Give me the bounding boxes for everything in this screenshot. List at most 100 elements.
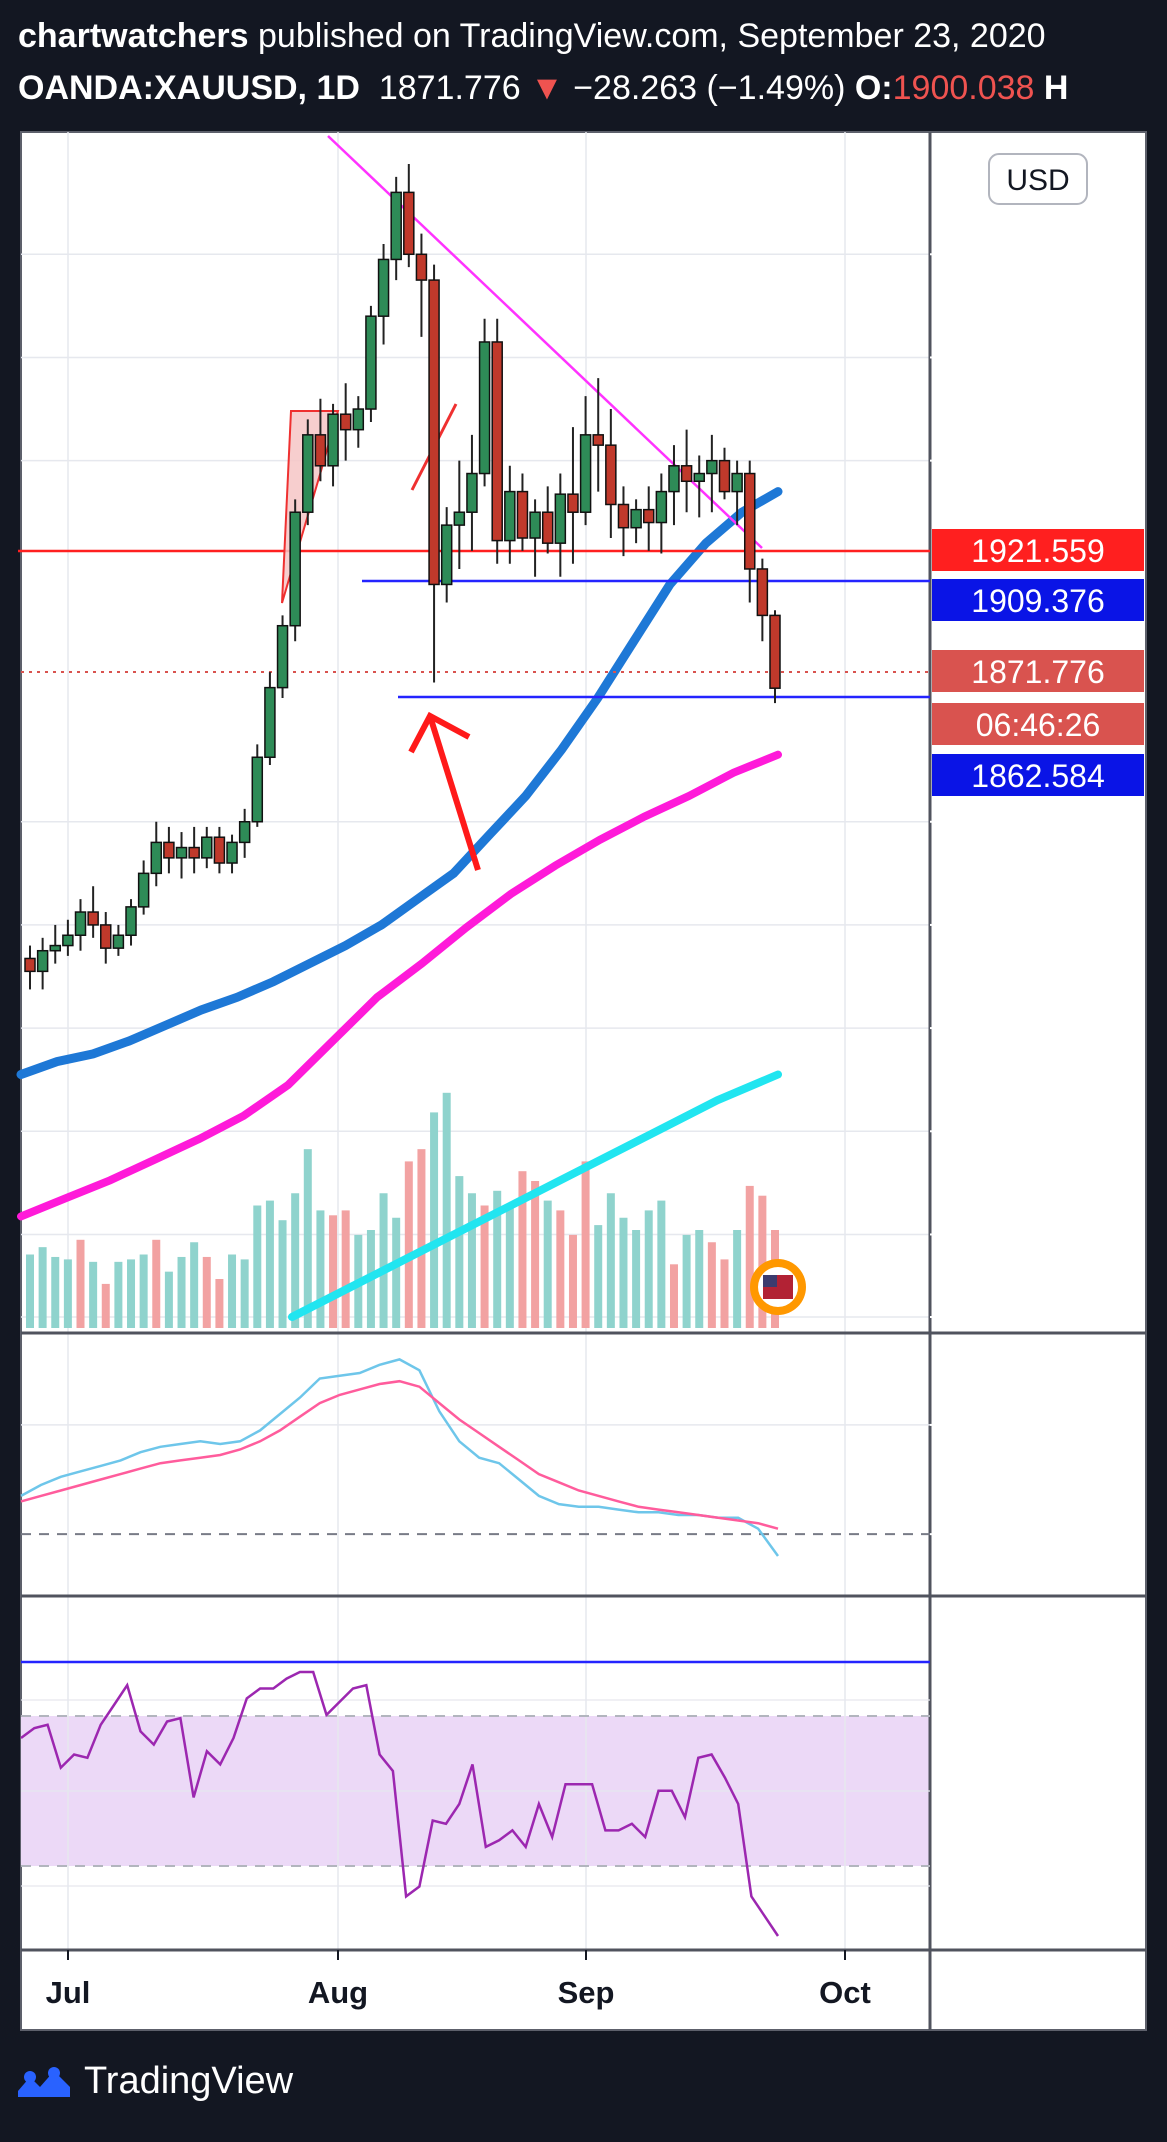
volume-bar xyxy=(101,1283,110,1328)
candle-body xyxy=(112,934,125,949)
price-tag xyxy=(932,579,1144,621)
price-tag-label: 1921.559 xyxy=(971,533,1104,569)
volume-bar xyxy=(303,1149,312,1328)
volume-bar xyxy=(594,1225,603,1328)
volume-bar xyxy=(455,1176,464,1328)
time-tick-label: Sep xyxy=(558,1975,615,2010)
candle-body xyxy=(314,434,327,467)
candle-body xyxy=(390,191,402,261)
candle-body xyxy=(630,508,642,529)
candle-body xyxy=(74,911,87,936)
candle-body xyxy=(251,756,264,823)
candle-body xyxy=(302,434,314,513)
volume-bar xyxy=(253,1205,262,1328)
volume-bar xyxy=(291,1193,300,1328)
candle-body xyxy=(554,493,567,544)
volume-bar xyxy=(392,1217,401,1328)
volume-bar xyxy=(758,1195,767,1328)
moving-average-line xyxy=(17,750,782,1221)
candle-body xyxy=(567,493,579,513)
volume-bar xyxy=(518,1171,527,1328)
candle-body xyxy=(352,408,365,431)
candle-body xyxy=(163,841,175,859)
volume-bar xyxy=(240,1259,249,1328)
price-tick-label-partial: 20 xyxy=(958,170,991,203)
price-tick-label: 1700.000 xyxy=(958,1115,1083,1148)
volume-bar xyxy=(480,1205,489,1328)
candle-body xyxy=(428,279,440,586)
rsi-line xyxy=(20,1670,780,1937)
volume-bar xyxy=(215,1279,224,1328)
candle-body xyxy=(175,846,188,859)
candle-body xyxy=(655,490,668,524)
price-tick-label: 1960.000 xyxy=(958,445,1083,478)
change-arrow-icon: ▼ xyxy=(530,69,564,107)
volume-bar xyxy=(38,1247,47,1328)
price-change: −28.263 (−1.49%) xyxy=(573,69,846,107)
candle-body xyxy=(466,472,478,513)
candle-body xyxy=(453,511,466,526)
volume-bar xyxy=(265,1200,274,1328)
candle-body xyxy=(365,315,377,410)
candle-body xyxy=(731,472,743,493)
volume-bar xyxy=(26,1254,34,1328)
volume-bar xyxy=(76,1239,85,1328)
candle-body xyxy=(617,503,630,529)
author-name[interactable]: chartwatchers xyxy=(18,17,249,55)
price-tick-label: 2040.000 xyxy=(958,238,1083,271)
volume-bar xyxy=(127,1259,136,1328)
moving-average-line xyxy=(288,1070,782,1321)
volume-bar xyxy=(278,1220,287,1328)
volume-bar xyxy=(568,1234,577,1328)
candle-body xyxy=(125,906,137,936)
macd-line xyxy=(20,1358,780,1557)
volume-bar xyxy=(404,1161,413,1328)
price-tag-label: 1909.376 xyxy=(971,583,1104,619)
candle-body xyxy=(579,434,592,513)
volume-bar xyxy=(682,1234,691,1328)
volume-bar xyxy=(139,1254,148,1328)
volume-bar xyxy=(164,1271,173,1328)
volume-bar xyxy=(556,1210,565,1328)
currency-badge xyxy=(988,153,1088,205)
candle-body xyxy=(377,258,390,317)
high-label: H xyxy=(1043,69,1069,107)
tradingview-logo-icon xyxy=(18,2066,70,2097)
moving-average-line xyxy=(16,487,783,1079)
candle-body xyxy=(642,508,655,524)
candle-body xyxy=(592,434,604,446)
price-tick-label: 2000.000 xyxy=(958,341,1083,374)
macd-signal-line xyxy=(20,1379,779,1530)
candle-body xyxy=(529,511,541,539)
price-tag-label: 06:46:26 xyxy=(976,707,1101,743)
price-tick-label: 1660.000 xyxy=(958,1218,1083,1251)
volume-bar xyxy=(430,1112,439,1328)
annotation-arrow-head xyxy=(408,711,471,754)
candle-body xyxy=(238,821,251,844)
price-tick-label: 1628.000 xyxy=(958,1301,1083,1334)
volume-bar xyxy=(707,1242,716,1328)
last-price: 1871.776 xyxy=(378,69,521,107)
macd-tick-label: 0.000 xyxy=(958,1518,1033,1551)
volume-bar xyxy=(493,1190,502,1328)
publish-info: chartwatchers published on TradingView.c… xyxy=(18,14,1046,58)
candle-body xyxy=(605,444,617,506)
volume-bar xyxy=(329,1215,338,1328)
volume-bar xyxy=(341,1210,350,1328)
volume-bar xyxy=(644,1210,653,1328)
annotation-arrow xyxy=(427,715,481,871)
candle-body xyxy=(478,341,491,475)
tradingview-logo[interactable]: TradingView xyxy=(16,2060,293,2103)
volume-bar xyxy=(531,1181,540,1328)
candle-body xyxy=(100,924,112,949)
price-tick-label: 1780.000 xyxy=(958,909,1083,942)
candle-body xyxy=(276,624,289,689)
volume-bar xyxy=(152,1239,161,1328)
symbol-info: OANDA:XAUUSD, 1D 1871.776 ▼ −28.263 (−1.… xyxy=(18,66,1068,110)
candle-body xyxy=(201,836,213,859)
price-tag-label: 1862.584 xyxy=(971,758,1104,794)
volume-bar xyxy=(228,1254,237,1328)
macd-tick-label: 40.000 xyxy=(958,1409,1050,1442)
volume-bar xyxy=(467,1193,476,1328)
